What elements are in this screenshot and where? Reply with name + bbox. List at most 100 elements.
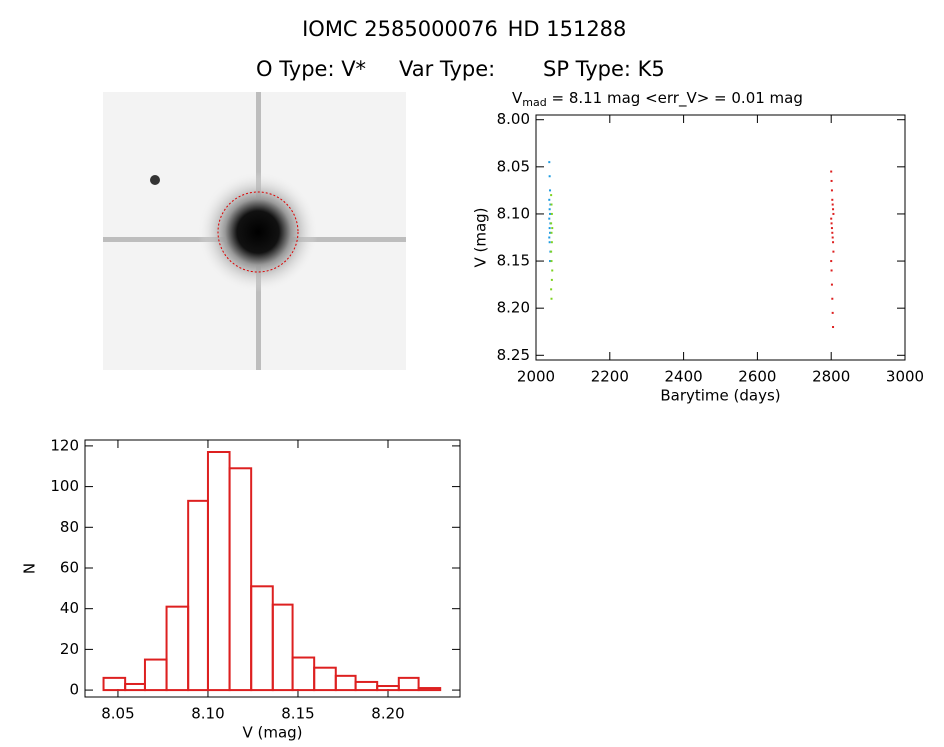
point <box>549 260 552 263</box>
point <box>550 260 553 263</box>
bar <box>165 605 190 692</box>
y-tick-label: 8.25 <box>497 346 530 364</box>
point <box>831 311 834 314</box>
point <box>830 227 833 230</box>
x-tick-label: 8.15 <box>281 705 314 723</box>
point <box>831 297 834 300</box>
y-tick-label: 8.20 <box>497 299 530 317</box>
bar <box>334 674 357 692</box>
bar <box>271 603 294 692</box>
point <box>830 170 833 173</box>
point <box>551 227 554 230</box>
bar <box>102 676 127 692</box>
point <box>832 212 835 215</box>
chart-title: Vmad = 8.11 mag <err_V> = 0.01 mag <box>512 89 803 110</box>
x-tick-label: 2400 <box>665 368 703 386</box>
point <box>548 227 551 230</box>
vartype: Var Type: <box>399 57 495 81</box>
point <box>548 175 551 178</box>
hd-id: HD 151288 <box>508 17 627 41</box>
point <box>550 278 553 281</box>
bar <box>143 658 168 692</box>
point <box>830 222 833 225</box>
y-tick-label: 80 <box>60 518 79 536</box>
plot-frame <box>535 114 906 361</box>
y-tick-label: 100 <box>50 477 79 495</box>
star-image <box>103 92 406 370</box>
y-tick-label: 8.05 <box>497 157 530 175</box>
point <box>830 269 833 272</box>
point <box>548 217 551 220</box>
point <box>830 179 833 182</box>
point <box>831 231 834 234</box>
x-tick-label: 2000 <box>517 368 555 386</box>
point <box>551 269 554 272</box>
y-axis-label: V (mag) <box>472 207 490 267</box>
plot-frame <box>84 439 461 698</box>
point <box>548 161 551 164</box>
bar <box>354 680 379 692</box>
y-tick-label: 60 <box>60 558 79 576</box>
x-tick-label: 8.20 <box>371 705 404 723</box>
point <box>830 260 833 263</box>
point <box>832 326 835 329</box>
otype: O Type: V* <box>256 57 366 81</box>
point <box>550 222 553 225</box>
point <box>550 297 553 300</box>
y-axis-label: N <box>21 563 39 574</box>
x-axis-label: V (mag) <box>242 724 302 742</box>
point <box>550 231 553 234</box>
point <box>550 203 553 206</box>
y-tick-label: 8.10 <box>497 204 530 222</box>
point <box>549 231 552 234</box>
y-tick-label: 40 <box>60 599 79 617</box>
star-id: IOMC 2585000076 <box>302 17 498 41</box>
point <box>548 236 551 239</box>
bar <box>250 585 274 692</box>
point <box>550 212 553 215</box>
bar <box>376 685 400 692</box>
y-tick-label: 8.00 <box>497 110 530 128</box>
y-tick-label: 120 <box>50 436 79 454</box>
bar <box>187 499 209 692</box>
bar <box>206 451 231 692</box>
x-tick-label: 3000 <box>886 368 924 386</box>
x-tick-label: 8.05 <box>101 705 134 723</box>
y-tick-label: 0 <box>69 681 79 699</box>
title-sub: mad <box>522 96 546 109</box>
point <box>830 217 833 220</box>
point <box>549 189 552 192</box>
bar <box>313 666 337 692</box>
title-main: V <box>512 89 523 107</box>
point <box>830 189 833 192</box>
point <box>830 283 833 286</box>
point <box>832 208 835 211</box>
point <box>550 288 553 291</box>
point <box>549 203 552 206</box>
x-tick-label: 2800 <box>812 368 850 386</box>
point <box>550 250 553 253</box>
point <box>550 194 553 197</box>
point <box>831 198 834 201</box>
bar <box>228 467 253 692</box>
bar <box>291 656 316 692</box>
point <box>548 241 551 244</box>
x-tick-label: 8.10 <box>191 705 224 723</box>
point <box>550 241 553 244</box>
y-tick-label: 8.15 <box>497 252 530 270</box>
bar <box>124 682 146 692</box>
point <box>832 250 835 253</box>
point <box>831 236 834 239</box>
bar <box>417 687 442 692</box>
title-rest: = 8.11 mag <err_V> = 0.01 mag <box>547 89 803 108</box>
point <box>548 208 551 211</box>
point <box>832 241 835 244</box>
x-axis-label: Barytime (days) <box>660 387 780 405</box>
sptype: SP Type: K5 <box>543 57 665 81</box>
bar <box>397 676 420 692</box>
point <box>831 203 834 206</box>
y-tick-label: 20 <box>60 640 79 658</box>
x-tick-label: 2200 <box>591 368 629 386</box>
x-tick-label: 2600 <box>738 368 776 386</box>
